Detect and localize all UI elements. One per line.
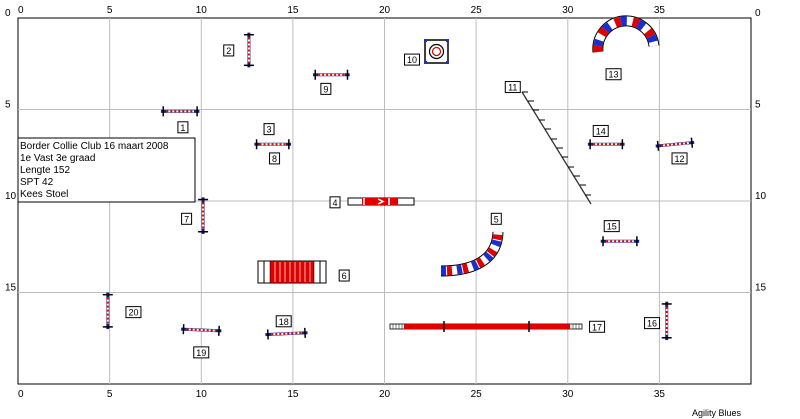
obstacle-label-3: 3 [263,123,275,136]
obstacle-label-6: 6 [338,269,350,282]
y-tick-left-label: 0 [5,8,11,19]
x-tick-top-label: 15 [287,5,299,16]
x-tick-top-label: 30 [562,5,574,16]
obstacle-label-8: 8 [269,152,281,165]
x-tick-top-label: 5 [107,5,113,16]
obstacle-label-10: 10 [403,53,420,66]
y-axis-left: 0 5 10 15 [5,8,17,294]
obstacle-label-18: 18 [275,315,292,328]
hurdles [102,32,695,341]
obstacle-number: 5 [494,214,499,224]
x-tick-top-label: 35 [654,5,666,16]
obstacle-number: 16 [647,319,657,329]
obstacle-label-16: 16 [644,317,661,330]
info-length: Lengte 152 [20,165,70,176]
x-tick-top-label: 0 [18,5,24,16]
x-tick-bottom-label: 10 [196,389,208,400]
collapsed-tunnel [257,260,327,284]
info-class: 1e Vast 3e graad [20,153,95,164]
x-axis-bottom: 0 5 10 15 20 25 30 35 [18,389,665,400]
obstacle-label-7: 7 [181,212,193,225]
y-tick-right-label: 0 [755,8,761,19]
hurdle [587,139,625,150]
x-tick-bottom-label: 30 [562,389,574,400]
obstacle-label-4: 4 [329,196,341,209]
y-axis-right: 0 5 10 15 [755,8,767,294]
weave-poles [521,91,592,205]
x-tick-top-label: 25 [471,5,483,16]
obstacle-number: 4 [333,198,338,208]
obstacle-number: 20 [128,308,138,318]
x-axis-top: 0 5 10 15 20 25 30 35 [18,5,665,16]
y-tick-right-label: 10 [755,191,767,202]
obstacle-label-19: 19 [193,346,210,359]
obstacle-number: 9 [323,84,328,94]
obstacle-number: 14 [596,126,606,136]
y-tick-left-label: 15 [5,283,17,294]
x-tick-bottom-label: 35 [654,389,666,400]
obstacle-label-13: 13 [605,68,622,81]
obstacle-label-17: 17 [589,320,606,333]
obstacle-label-15: 15 [603,220,620,233]
y-tick-left-label: 10 [5,191,17,202]
table-obstacle [424,39,449,64]
hurdle [160,106,200,117]
info-event: Border Collie Club 16 maart 2008 [20,141,169,152]
curved-tunnel-5 [440,231,504,277]
footer-credit: Agility Blues [692,408,742,418]
obstacle-label-2: 2 [223,44,235,57]
obstacle-label-12: 12 [671,152,688,165]
obstacle-number: 13 [609,70,619,80]
x-tick-bottom-label: 25 [471,389,483,400]
info-spt: SPT 42 [20,177,54,188]
hurdle [243,32,254,68]
obstacle-label-5: 5 [490,212,502,225]
course-info-box: Border Collie Club 16 maart 2008 1e Vast… [17,137,196,203]
obstacle-number: 1 [180,123,185,133]
obstacle-number: 15 [607,222,617,232]
x-tick-bottom-label: 15 [287,389,299,400]
hurdle [661,301,672,341]
obstacle-number: 19 [196,348,206,358]
info-judge: Kees Stoel [20,189,68,200]
y-tick-right-label: 15 [755,283,767,294]
hurdle [313,69,350,80]
obstacle-number: 12 [675,154,685,164]
x-tick-bottom-label: 20 [379,389,391,400]
obstacle-number: 7 [184,214,189,224]
obstacle-number: 10 [407,55,417,65]
y-tick-right-label: 5 [755,100,761,111]
x-tick-top-label: 20 [379,5,391,16]
obstacle-number: 3 [267,125,272,135]
x-tick-top-label: 10 [196,5,208,16]
hurdle [198,197,209,234]
arc-tunnel-13 [592,15,660,53]
dog-walk [389,321,583,332]
hurdle [600,236,640,247]
x-tick-bottom-label: 5 [107,389,113,400]
obstacle-number: 8 [272,154,277,164]
obstacle-label-9: 9 [320,82,332,95]
obstacle-label-11: 11 [504,81,521,94]
obstacle-label-1: 1 [177,121,189,134]
obstacle-number: 11 [508,83,517,93]
x-tick-bottom-label: 0 [18,389,24,400]
obstacle-number: 18 [279,317,289,327]
hurdle [181,324,222,336]
long-jump [347,197,415,206]
hurdle [254,139,292,150]
obstacle-label-20: 20 [125,306,142,319]
y-tick-left-label: 5 [5,100,11,111]
obstacle-number: 6 [342,271,347,281]
hurdle [265,327,308,340]
obstacle-label-14: 14 [592,124,609,137]
hurdle [655,137,695,151]
obstacle-number: 17 [592,322,602,332]
obstacle-number: 2 [226,46,231,56]
hurdle [102,292,113,330]
